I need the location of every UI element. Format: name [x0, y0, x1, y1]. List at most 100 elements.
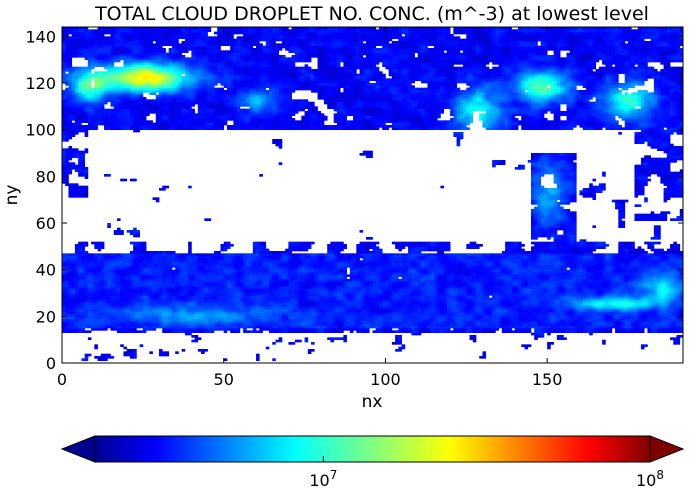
heatmap-cell: [615, 281, 619, 285]
heatmap-cell: [265, 276, 270, 280]
heatmap-cell: [421, 286, 425, 289]
heatmap-cell: [159, 300, 163, 303]
heatmap-cell: [644, 281, 648, 285]
heatmap-cell: [226, 293, 231, 296]
heatmap-cell: [388, 274, 393, 278]
heatmap-cell: [430, 290, 435, 294]
heatmap-cell: [249, 323, 254, 327]
heatmap-cell: [488, 288, 493, 292]
heatmap-cell: [304, 307, 309, 310]
heatmap-cell: [288, 274, 292, 278]
heatmap-cell: [446, 288, 451, 292]
heatmap-cell: [440, 286, 444, 289]
heatmap-cell: [353, 279, 357, 282]
heatmap-cell: [288, 302, 292, 306]
heatmap-cell: [359, 330, 364, 334]
heatmap-cell: [592, 288, 597, 292]
heatmap-cell: [608, 290, 613, 294]
heatmap-cell: [181, 318, 186, 322]
heatmap-cell: [595, 297, 600, 301]
heatmap-cell: [210, 302, 215, 306]
heatmap-cell: [540, 332, 545, 336]
heatmap-cell: [94, 295, 98, 299]
heatmap-cell: [453, 290, 457, 294]
heatmap-cell: [152, 328, 157, 331]
heatmap-cell: [139, 323, 144, 327]
heatmap-cell: [336, 293, 341, 296]
heatmap-cell: [653, 300, 658, 303]
heatmap-cell: [330, 321, 335, 324]
heatmap-cell: [421, 321, 425, 324]
heatmap-cell: [631, 279, 635, 282]
heatmap-cell: [285, 302, 289, 306]
heatmap-cell: [159, 325, 163, 329]
heatmap-cell: [615, 286, 619, 289]
heatmap-cell: [501, 295, 506, 299]
heatmap-cell: [501, 290, 506, 294]
heatmap-cell: [340, 300, 344, 303]
heatmap-cell: [291, 297, 296, 301]
heatmap-cell: [618, 279, 622, 282]
heatmap-cell: [375, 281, 380, 285]
heatmap-cell: [472, 304, 477, 308]
heatmap-cell: [556, 321, 561, 324]
heatmap-cell: [514, 307, 519, 310]
heatmap-cell: [488, 283, 493, 287]
heatmap-cell: [243, 281, 247, 285]
heatmap-cell: [650, 286, 655, 289]
heatmap-cell: [585, 302, 590, 306]
heatmap-cell: [369, 314, 373, 317]
heatmap-cell: [637, 279, 642, 282]
heatmap-cell: [65, 330, 69, 334]
heatmap-cell: [340, 288, 344, 292]
heatmap-cell: [272, 342, 276, 345]
heatmap-cell: [388, 290, 393, 294]
heatmap-cell: [437, 321, 441, 324]
heatmap-cell: [256, 290, 260, 294]
heatmap-cell: [391, 309, 396, 313]
heatmap-cell: [537, 297, 542, 301]
heatmap-cell: [369, 279, 373, 282]
heatmap-cell: [149, 300, 153, 303]
heatmap-cell: [401, 346, 406, 350]
heatmap-cell: [246, 295, 250, 299]
heatmap-cell: [129, 349, 134, 352]
heatmap-cell: [647, 302, 651, 306]
heatmap-cell: [226, 302, 231, 306]
heatmap-cell: [437, 325, 441, 329]
heatmap-cell: [673, 307, 677, 310]
heatmap-cell: [340, 304, 344, 308]
heatmap-cell: [527, 307, 532, 310]
heatmap-cell: [670, 279, 674, 282]
heatmap-cell: [417, 318, 422, 322]
heatmap-cell: [417, 274, 422, 278]
heatmap-cell: [349, 276, 354, 280]
heatmap-cell: [518, 297, 522, 301]
heatmap-cell: [207, 297, 212, 301]
heatmap-cell: [495, 281, 499, 285]
heatmap-cell: [592, 293, 597, 296]
heatmap-cell: [123, 328, 128, 331]
heatmap-cell: [679, 288, 683, 292]
heatmap-cell: [446, 300, 451, 303]
heatmap-cell: [217, 300, 221, 303]
heatmap-cell: [236, 274, 241, 278]
heatmap-cell: [534, 297, 538, 301]
heatmap-cell: [553, 293, 558, 296]
heatmap-cell: [317, 279, 322, 282]
heatmap-cell: [647, 279, 651, 282]
heatmap-cell: [401, 302, 406, 306]
heatmap-cell: [162, 281, 166, 285]
heatmap-cell: [404, 323, 409, 327]
heatmap-cell: [94, 323, 98, 327]
heatmap-cell: [676, 323, 681, 327]
heatmap-cell: [602, 314, 606, 317]
heatmap-cell: [126, 302, 131, 306]
heatmap-cell: [673, 318, 677, 322]
heatmap-cell: [576, 321, 580, 324]
heatmap-cell: [660, 283, 664, 287]
heatmap-cell: [595, 295, 600, 299]
heatmap-cell: [304, 283, 309, 287]
heatmap-cell: [469, 279, 474, 282]
heatmap-cell: [417, 304, 422, 308]
